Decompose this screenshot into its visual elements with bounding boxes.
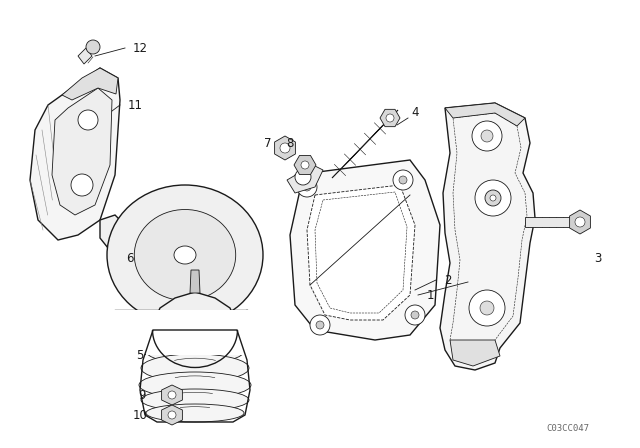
Polygon shape bbox=[30, 68, 120, 240]
Polygon shape bbox=[450, 340, 500, 366]
Polygon shape bbox=[85, 310, 285, 355]
Polygon shape bbox=[153, 292, 237, 330]
Polygon shape bbox=[294, 155, 316, 175]
Circle shape bbox=[490, 195, 496, 201]
Ellipse shape bbox=[141, 389, 249, 411]
Circle shape bbox=[411, 311, 419, 319]
Text: 11: 11 bbox=[127, 99, 143, 112]
Circle shape bbox=[405, 305, 425, 325]
Polygon shape bbox=[190, 270, 200, 293]
Polygon shape bbox=[570, 210, 590, 234]
Polygon shape bbox=[332, 110, 398, 178]
Polygon shape bbox=[380, 109, 400, 127]
Circle shape bbox=[475, 180, 511, 216]
Circle shape bbox=[297, 177, 317, 197]
Ellipse shape bbox=[150, 323, 240, 348]
Circle shape bbox=[86, 40, 100, 54]
Circle shape bbox=[78, 110, 98, 130]
Circle shape bbox=[386, 114, 394, 122]
Ellipse shape bbox=[107, 185, 263, 325]
Text: 1: 1 bbox=[426, 289, 434, 302]
Circle shape bbox=[168, 411, 176, 419]
Circle shape bbox=[295, 169, 311, 185]
Circle shape bbox=[280, 143, 290, 153]
Ellipse shape bbox=[139, 372, 251, 398]
Text: 9: 9 bbox=[138, 388, 146, 401]
Circle shape bbox=[485, 190, 501, 206]
Circle shape bbox=[393, 170, 413, 190]
Polygon shape bbox=[52, 88, 112, 215]
Polygon shape bbox=[162, 405, 182, 425]
Text: 7: 7 bbox=[264, 137, 272, 150]
Text: 5·: 5· bbox=[136, 349, 148, 362]
Circle shape bbox=[575, 217, 585, 227]
Ellipse shape bbox=[141, 354, 249, 382]
Text: 2: 2 bbox=[444, 273, 452, 287]
Text: 6: 6 bbox=[126, 251, 134, 264]
Circle shape bbox=[469, 290, 505, 326]
Circle shape bbox=[316, 321, 324, 329]
Text: 4: 4 bbox=[412, 105, 419, 119]
Circle shape bbox=[399, 176, 407, 184]
Polygon shape bbox=[307, 185, 415, 320]
Circle shape bbox=[303, 183, 311, 191]
Text: C03CC047: C03CC047 bbox=[547, 423, 589, 432]
Circle shape bbox=[480, 301, 494, 315]
Polygon shape bbox=[78, 48, 92, 64]
Ellipse shape bbox=[145, 336, 245, 364]
Polygon shape bbox=[162, 385, 182, 405]
Ellipse shape bbox=[174, 246, 196, 264]
Polygon shape bbox=[525, 217, 580, 227]
Circle shape bbox=[168, 391, 176, 399]
Circle shape bbox=[310, 315, 330, 335]
Text: 10: 10 bbox=[132, 409, 147, 422]
Text: 12: 12 bbox=[132, 42, 147, 55]
Text: 3: 3 bbox=[595, 251, 602, 264]
Circle shape bbox=[472, 121, 502, 151]
Polygon shape bbox=[445, 103, 525, 126]
Ellipse shape bbox=[146, 404, 244, 422]
Polygon shape bbox=[100, 215, 138, 255]
Polygon shape bbox=[62, 68, 118, 100]
Polygon shape bbox=[287, 165, 323, 193]
Circle shape bbox=[301, 161, 309, 169]
Polygon shape bbox=[275, 136, 296, 160]
Polygon shape bbox=[440, 103, 535, 370]
Polygon shape bbox=[290, 160, 440, 340]
Circle shape bbox=[481, 130, 493, 142]
Circle shape bbox=[71, 174, 93, 196]
Text: 8: 8 bbox=[286, 137, 294, 150]
Ellipse shape bbox=[134, 210, 236, 301]
